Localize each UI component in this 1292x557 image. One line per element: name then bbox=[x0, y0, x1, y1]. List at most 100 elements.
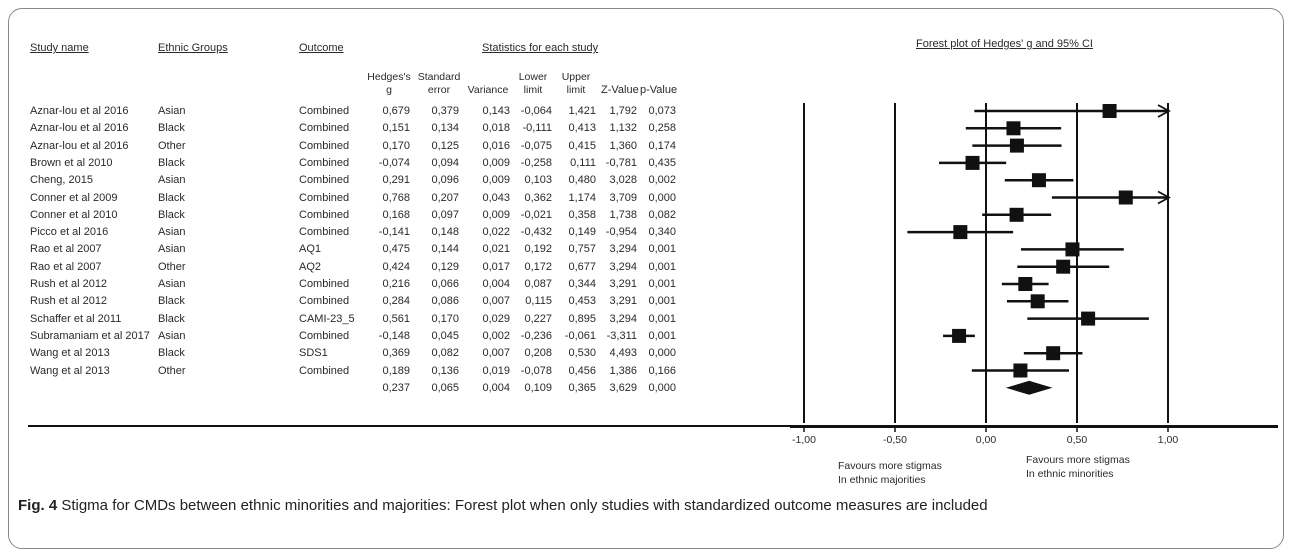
header-ethnic-groups: Ethnic Groups bbox=[158, 42, 228, 54]
cell-z: 3,028 bbox=[609, 174, 637, 187]
cell-g: 0,561 bbox=[382, 312, 410, 325]
cell-p: 0,002 bbox=[648, 174, 676, 187]
cell-lo: 0,103 bbox=[524, 174, 552, 187]
cell-group: Other bbox=[158, 364, 186, 377]
effect-box bbox=[1102, 104, 1117, 118]
cell-study: Rush et al 2012 bbox=[30, 295, 108, 308]
cell-se: 0,136 bbox=[431, 364, 459, 377]
cell-group: Asian bbox=[158, 105, 186, 117]
cell-p: 0,340 bbox=[648, 226, 676, 239]
cell-var: 0,143 bbox=[482, 105, 510, 117]
cell-se: 0,094 bbox=[431, 156, 459, 169]
cell-g: 0,424 bbox=[382, 260, 410, 273]
cell-hi: -0,061 bbox=[564, 329, 596, 342]
favours-left-label: Favours more stigmas In ethnic majorities bbox=[838, 460, 942, 486]
cell-study: Brown et al 2010 bbox=[30, 156, 113, 169]
cell-outcome: Combined bbox=[299, 156, 350, 169]
cell-se: 0,125 bbox=[431, 139, 459, 152]
cell-lo: 0,172 bbox=[524, 260, 552, 273]
cell-se: 0,170 bbox=[431, 312, 459, 325]
header-z-value: Z-Value bbox=[601, 84, 639, 96]
cell-hi: 0,111 bbox=[570, 156, 596, 169]
cell-study: Subramaniam et al 2017 bbox=[30, 329, 150, 342]
cell-var: 0,022 bbox=[482, 226, 510, 239]
x-tick-label: 0,50 bbox=[1066, 434, 1088, 446]
cell-group: Black bbox=[158, 156, 185, 169]
effect-box bbox=[952, 328, 967, 343]
cell-outcome: Combined bbox=[299, 191, 350, 204]
cell-se: 0,148 bbox=[431, 226, 459, 239]
cell-hi: 0,453 bbox=[568, 295, 596, 308]
cell-lo: 0,087 bbox=[524, 278, 552, 290]
cell-lo: -0,075 bbox=[520, 139, 552, 152]
cell-z: 3,294 bbox=[609, 243, 637, 256]
cell-outcome: Combined bbox=[299, 278, 350, 290]
effect-box bbox=[1046, 346, 1061, 361]
cell-se: 0,134 bbox=[431, 122, 459, 135]
effect-box bbox=[953, 225, 968, 240]
cell-outcome: AQ2 bbox=[299, 260, 322, 273]
cell-z: -0,781 bbox=[605, 156, 637, 169]
cell-outcome: CAMI-23_5 bbox=[299, 312, 355, 325]
cell-p: 0,000 bbox=[648, 347, 676, 360]
cell-outcome: Combined bbox=[299, 364, 350, 377]
cell-outcome: Combined bbox=[299, 208, 350, 221]
cell-var: 0,004 bbox=[482, 278, 510, 290]
cell-p: 0,001 bbox=[648, 278, 676, 290]
figure-frame bbox=[8, 8, 1284, 549]
cell-lo: 0,208 bbox=[524, 347, 552, 360]
cell-hi: 0,358 bbox=[568, 208, 596, 221]
cell-hi: 0,344 bbox=[568, 278, 596, 290]
cell-p: 0,001 bbox=[648, 243, 676, 256]
cell-z: 3,291 bbox=[609, 295, 637, 308]
pooled-var: 0,004 bbox=[482, 381, 510, 394]
cell-se: 0,082 bbox=[431, 347, 459, 360]
cell-g: -0,141 bbox=[378, 226, 410, 239]
cell-p: 0,082 bbox=[648, 208, 676, 221]
header-p-value: p-Value bbox=[640, 84, 678, 96]
cell-z: 3,709 bbox=[609, 191, 637, 204]
pooled-lo: 0,109 bbox=[524, 381, 552, 394]
cell-var: 0,019 bbox=[482, 364, 510, 377]
effect-box bbox=[1118, 190, 1133, 205]
header-hedges: Hedges's g bbox=[367, 71, 411, 96]
cell-group: Asian bbox=[158, 278, 186, 290]
cell-lo: -0,064 bbox=[520, 105, 552, 117]
caption-text: Stigma for CMDs between ethnic minoritie… bbox=[57, 497, 988, 514]
x-tick-label: 1,00 bbox=[1157, 434, 1179, 446]
cell-group: Asian bbox=[158, 174, 186, 187]
cell-hi: 0,757 bbox=[568, 243, 596, 256]
cell-group: Other bbox=[158, 260, 186, 273]
header-variance: Variance bbox=[467, 84, 509, 96]
cell-outcome: Combined bbox=[299, 139, 350, 152]
cell-g: -0,148 bbox=[378, 329, 410, 342]
pooled-g: 0,237 bbox=[382, 381, 410, 394]
cell-z: -0,954 bbox=[605, 226, 637, 239]
pooled-se: 0,065 bbox=[431, 381, 459, 394]
cell-var: 0,029 bbox=[482, 312, 510, 325]
cell-study: Aznar-lou et al 2016 bbox=[30, 139, 129, 152]
ci-arrow bbox=[1157, 190, 1171, 205]
cell-se: 0,045 bbox=[431, 329, 459, 342]
cell-outcome: Combined bbox=[299, 295, 350, 308]
cell-group: Other bbox=[158, 139, 186, 152]
cell-g: 0,189 bbox=[382, 364, 410, 377]
effect-box bbox=[1018, 277, 1033, 291]
header-upper-limit: Upper limit bbox=[561, 71, 591, 96]
cell-p: 0,001 bbox=[648, 329, 676, 342]
x-tick-label: 0,00 bbox=[975, 434, 997, 446]
caption-label: Fig. 4 bbox=[18, 497, 58, 514]
cell-z: 3,294 bbox=[609, 312, 637, 325]
cell-p: 0,073 bbox=[648, 105, 676, 117]
header-lower-limit: Lower limit bbox=[518, 71, 548, 96]
effect-box bbox=[1009, 207, 1024, 222]
cell-group: Black bbox=[158, 295, 185, 308]
effect-box bbox=[1081, 311, 1096, 326]
cell-lo: 0,227 bbox=[524, 312, 552, 325]
cell-lo: 0,192 bbox=[524, 243, 552, 256]
cell-outcome: Combined bbox=[299, 105, 350, 117]
cell-se: 0,086 bbox=[431, 295, 459, 308]
cell-g: 0,679 bbox=[382, 105, 410, 117]
pooled-z: 3,629 bbox=[609, 381, 637, 394]
cell-z: -3,311 bbox=[606, 329, 637, 342]
